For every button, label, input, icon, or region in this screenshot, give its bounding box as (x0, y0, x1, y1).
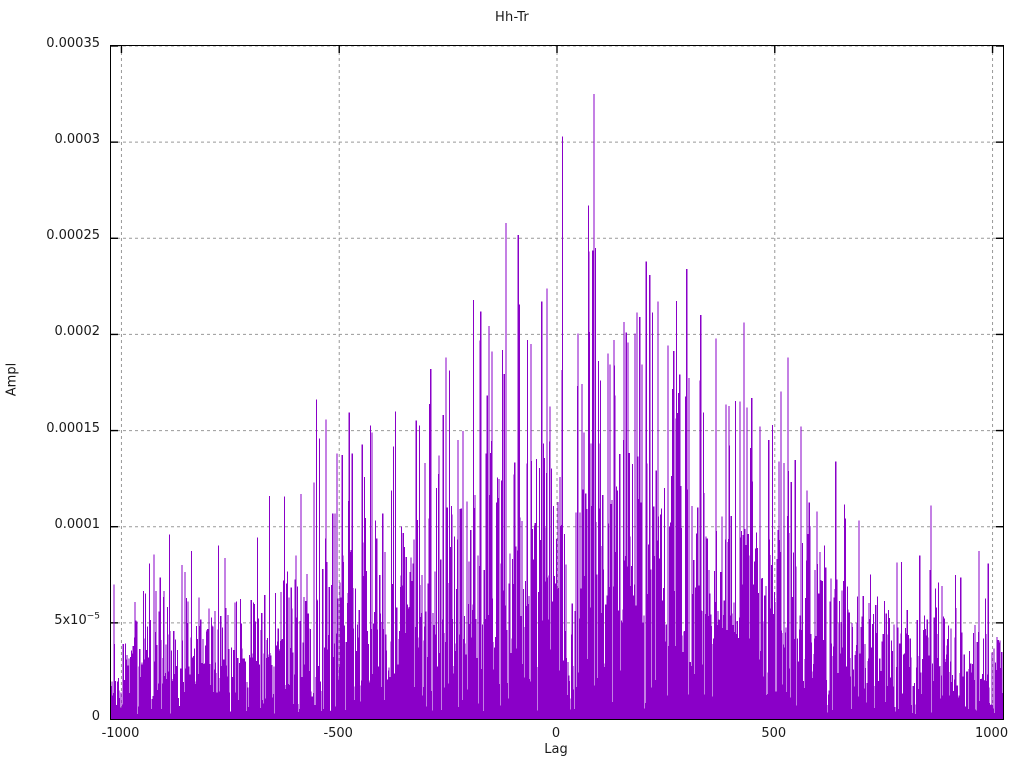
y-axis-label: Ampl (4, 362, 20, 397)
y-tick-label: 0 (91, 709, 100, 724)
y-tick-label: 5x10−5 (54, 611, 100, 628)
x-tick-label: -1000 (101, 726, 140, 741)
x-tick-label: -500 (323, 726, 353, 741)
impulse-series (111, 94, 1003, 719)
plot-area (110, 45, 1004, 720)
plot-canvas (111, 46, 1003, 719)
y-tick-label: 0.0001 (54, 516, 101, 532)
y-tick-label: 0.0002 (54, 324, 101, 340)
x-tick-label: 500 (761, 726, 787, 741)
y-tick-label: 0.00025 (46, 228, 100, 244)
y-tick-label: 0.0003 (54, 132, 101, 148)
impulse-path (111, 94, 1003, 719)
y-tick-label: 0.00035 (46, 36, 100, 51)
y-tick-label: 0.00015 (46, 420, 100, 436)
x-tick-label: 0 (551, 726, 561, 741)
x-tick-label: 1000 (975, 726, 1009, 741)
x-axis-label: Lag (544, 742, 568, 757)
chart-title: Hh-Tr (495, 10, 529, 25)
